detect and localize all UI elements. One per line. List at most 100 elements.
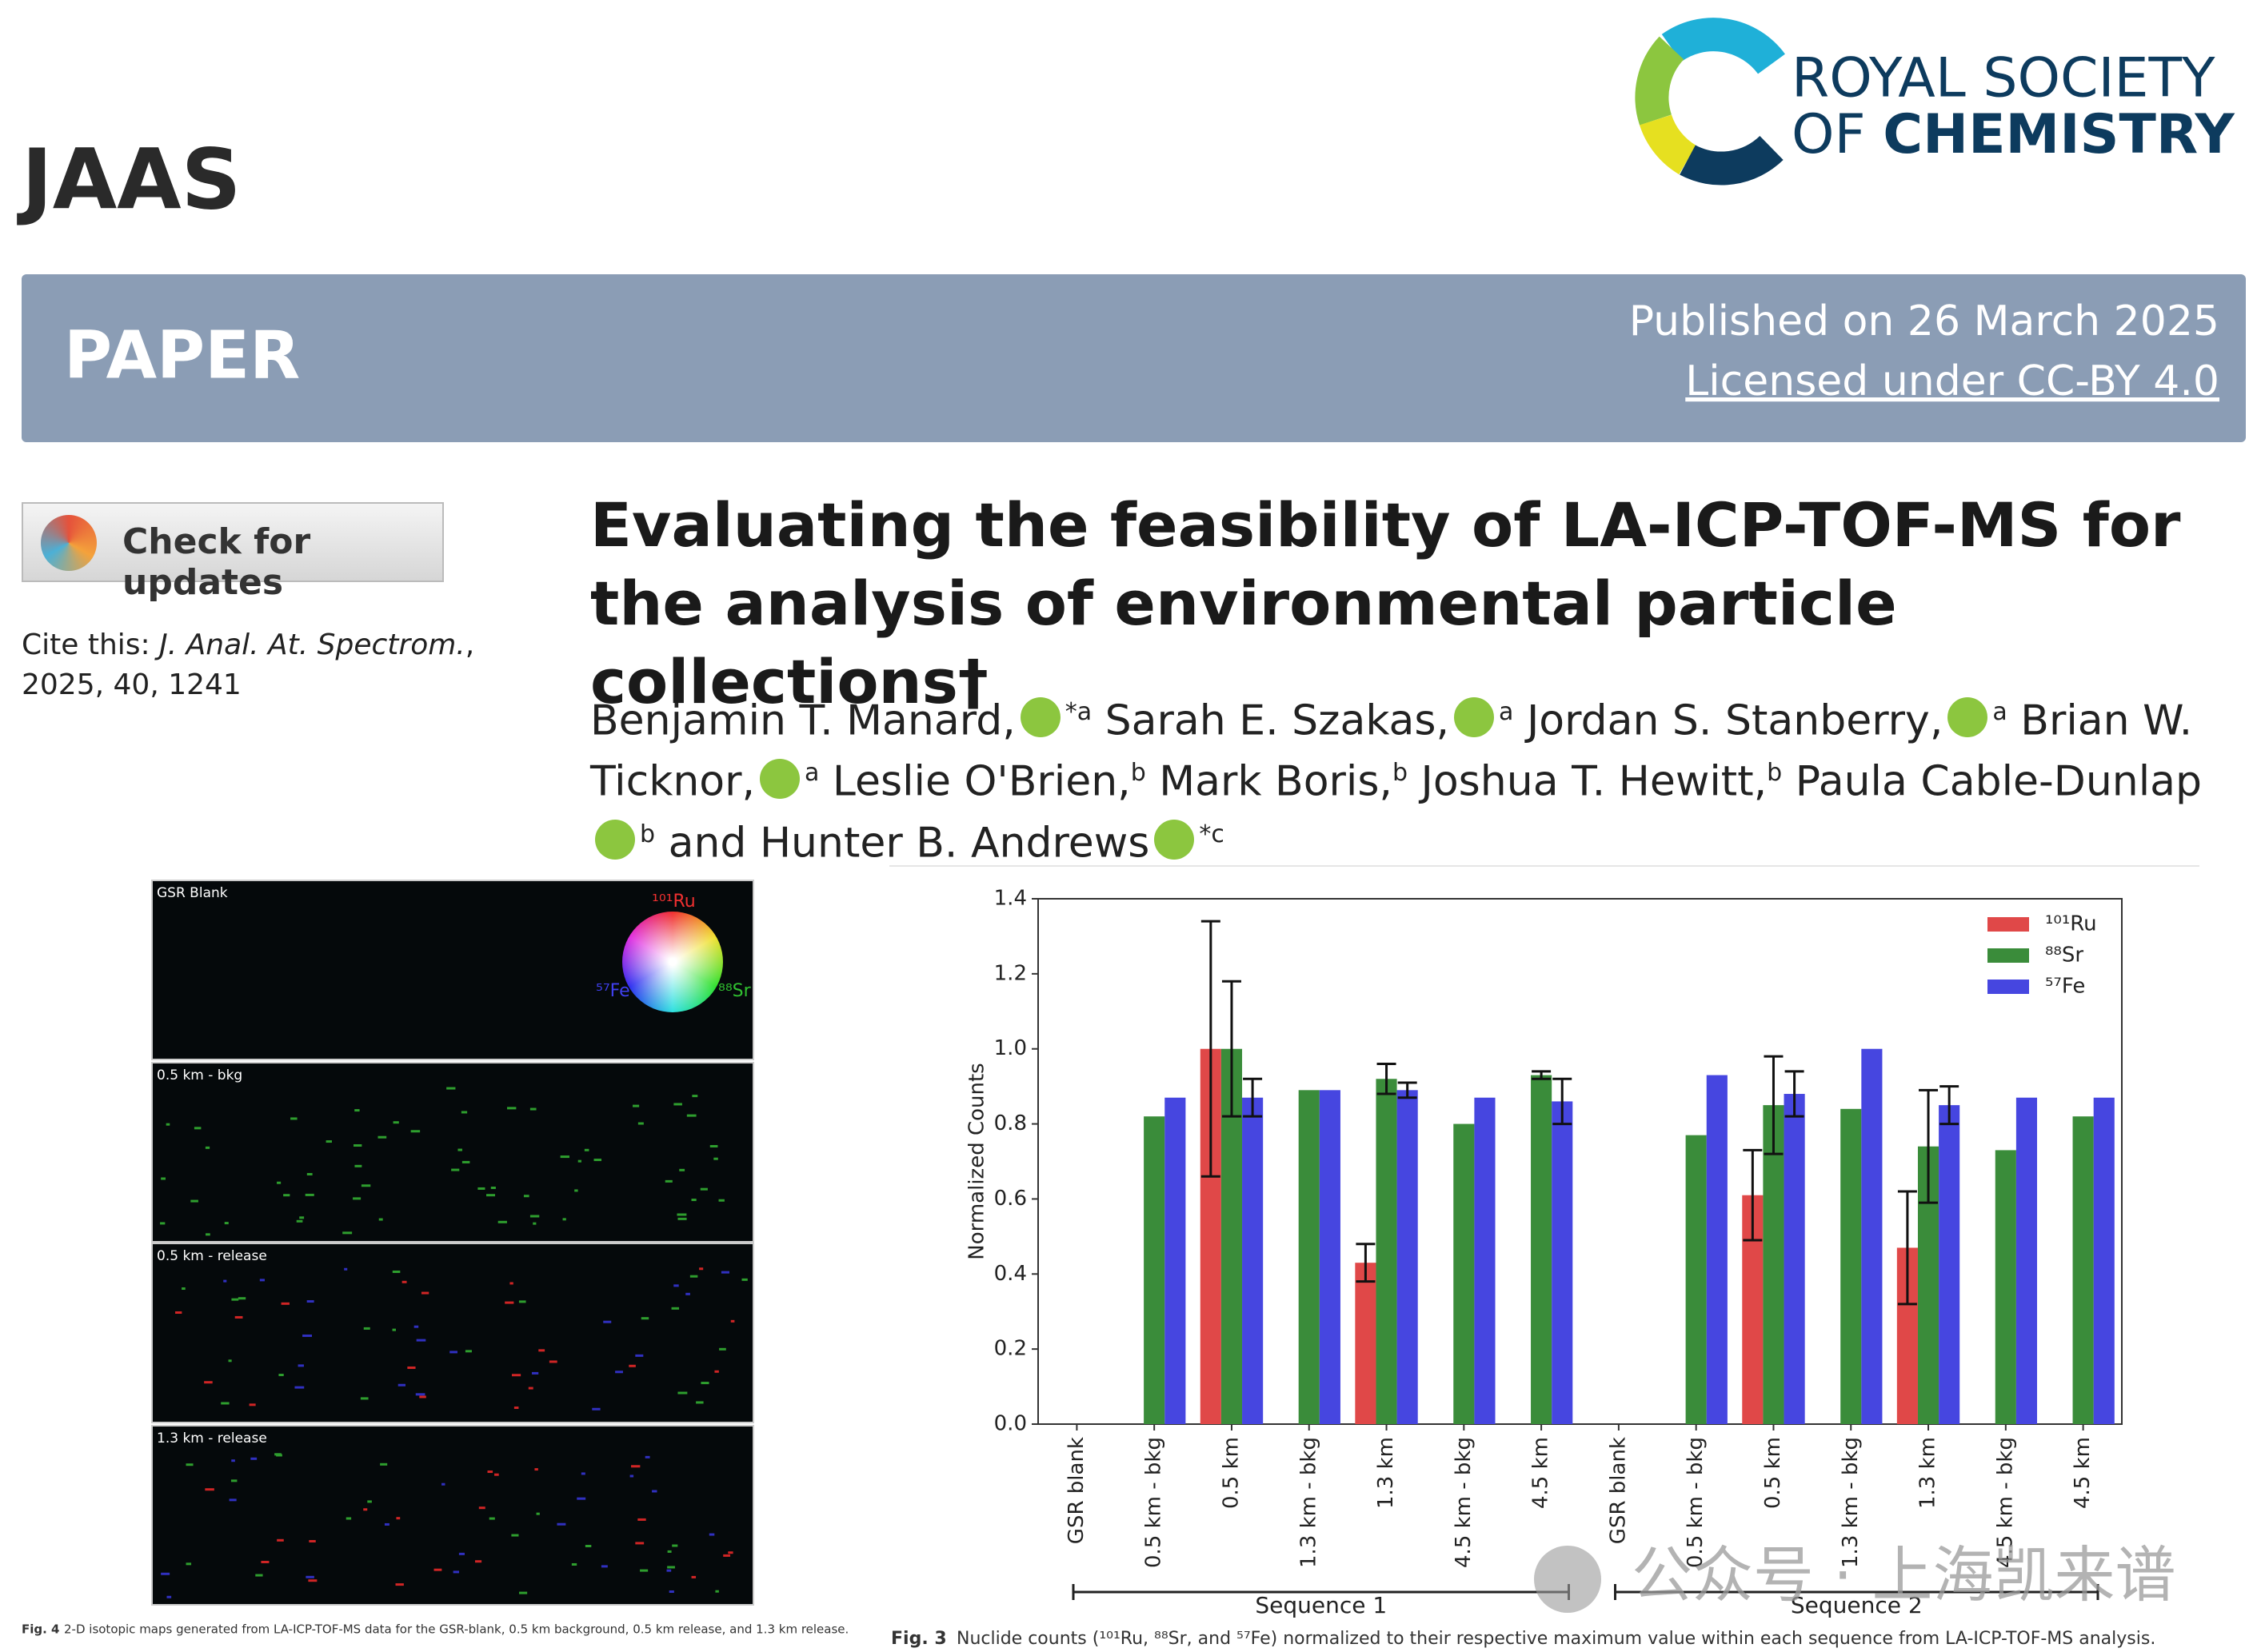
map-pixel bbox=[161, 1177, 166, 1180]
author-name: Brian W. Ticknor, bbox=[590, 696, 2193, 806]
author-name: Benjamin T. Manard, bbox=[590, 696, 1016, 745]
y-tick-label: 1.4 bbox=[994, 887, 1027, 911]
map-pixel bbox=[728, 1551, 733, 1554]
map-panel bbox=[151, 1243, 754, 1423]
map-pixel bbox=[281, 1302, 290, 1305]
map-pixel bbox=[449, 1351, 457, 1354]
affiliation: a bbox=[1992, 698, 2007, 726]
caption: Nuclide counts (¹⁰¹Ru, ⁸⁸Sr, and ⁵⁷Fe) n… bbox=[957, 1629, 2155, 1649]
bar bbox=[1355, 1263, 1376, 1424]
map-pixel bbox=[494, 1473, 499, 1476]
map-pixel bbox=[380, 1462, 388, 1466]
map-pixel bbox=[274, 1453, 282, 1456]
y-tick-label: 0.8 bbox=[994, 1111, 1027, 1135]
map-pixel bbox=[603, 1320, 612, 1323]
map-pixel bbox=[367, 1500, 372, 1503]
map-pixel bbox=[511, 1374, 521, 1377]
map-pixel bbox=[363, 1508, 368, 1511]
author-name: Sarah E. Szakas, bbox=[1105, 696, 1450, 745]
map-pixel bbox=[354, 1109, 360, 1112]
publisher: OF CHEMISTRY bbox=[1792, 103, 2235, 166]
map-pixel bbox=[523, 1195, 529, 1198]
map-pixel bbox=[562, 1218, 566, 1221]
map-pixel bbox=[529, 1107, 537, 1111]
affiliation: *a bbox=[1065, 698, 1093, 726]
map-pixel bbox=[396, 1517, 401, 1520]
bar bbox=[1939, 1105, 1960, 1424]
check-updates-label[interactable]: Check for updates bbox=[122, 521, 311, 603]
map-pixel bbox=[585, 1544, 592, 1547]
panel-label: GSR Blank bbox=[157, 885, 228, 901]
map-pixel bbox=[669, 1590, 674, 1594]
x-tick-label: GSR blank bbox=[1065, 1437, 1089, 1544]
legend-swatch bbox=[1987, 980, 2029, 994]
group-label: Sequence 1 bbox=[1255, 1592, 1387, 1618]
author-name: Paula Cable-Dunlap bbox=[1795, 757, 2203, 806]
map-pixel bbox=[534, 1468, 538, 1471]
x-tick-label: 1.3 km - bkg bbox=[1296, 1437, 1320, 1568]
affiliation: b bbox=[1767, 759, 1783, 788]
logo-arc bbox=[1661, 18, 1785, 75]
error-bar bbox=[1356, 1243, 1376, 1283]
bar bbox=[1319, 1090, 1340, 1424]
map-pixel bbox=[667, 1566, 675, 1569]
author-name: Joshua T. Hewitt, bbox=[1420, 757, 1768, 806]
map-pixel bbox=[461, 1111, 468, 1114]
map-pixel bbox=[229, 1498, 237, 1502]
map-pixel bbox=[497, 1220, 507, 1223]
map-pixel bbox=[571, 1562, 577, 1566]
map-pixel bbox=[261, 1560, 270, 1563]
map-pixel bbox=[186, 1562, 192, 1566]
orcid-icon bbox=[595, 819, 635, 860]
map-pixel bbox=[601, 1565, 608, 1568]
group-label: Sequence 2 bbox=[1791, 1592, 1923, 1618]
map-pixel bbox=[679, 1168, 685, 1171]
map-pixel bbox=[377, 1135, 387, 1139]
map-pixel bbox=[378, 1218, 383, 1221]
map-panel bbox=[151, 1062, 754, 1243]
bar bbox=[1995, 1150, 2016, 1424]
error-bar bbox=[1200, 920, 1220, 1178]
map-pixel bbox=[560, 1155, 570, 1159]
map-pixel bbox=[640, 1569, 649, 1572]
map-pixel bbox=[652, 1490, 657, 1493]
map-pixel bbox=[224, 1222, 229, 1225]
map-pixel bbox=[577, 1159, 581, 1163]
map-pixel bbox=[536, 1512, 540, 1515]
map-pixel bbox=[205, 1488, 214, 1491]
map-pixel bbox=[175, 1311, 182, 1314]
map-pixel bbox=[306, 1575, 314, 1578]
error-bar bbox=[1376, 1062, 1396, 1095]
orcid-icon bbox=[1947, 697, 1988, 738]
map-pixel bbox=[305, 1193, 314, 1196]
legend-label: ¹⁰¹Ru bbox=[2045, 912, 2097, 936]
cite-journal: J. Anal. At. Spectrom. bbox=[159, 628, 465, 661]
license-link[interactable]: Licensed under CC-BY 4.0 bbox=[1685, 357, 2219, 405]
error-bar bbox=[1743, 1148, 1763, 1242]
check-updates[interactable]: Check for updates bbox=[22, 502, 444, 603]
bar bbox=[1531, 1075, 1552, 1424]
map-pixel bbox=[353, 1197, 362, 1200]
x-tick-label: GSR blank bbox=[1606, 1437, 1630, 1544]
map-pixel bbox=[342, 1231, 353, 1235]
map-pixel bbox=[671, 1307, 680, 1310]
error-bar bbox=[1939, 1085, 1959, 1126]
map-pixel bbox=[299, 1216, 305, 1219]
map-pixel bbox=[699, 1267, 704, 1271]
map-pixel bbox=[629, 1364, 636, 1367]
map-pixel bbox=[533, 1222, 537, 1225]
map-pixel bbox=[696, 1401, 704, 1404]
map-pixel bbox=[584, 1148, 589, 1151]
cite-details: , 2025, 40, 1241 bbox=[22, 628, 475, 701]
x-tick-label: 4.5 km - bkg bbox=[1993, 1437, 2017, 1568]
map-pixel bbox=[230, 1479, 238, 1482]
map-pixel bbox=[489, 1517, 495, 1520]
map-pixel bbox=[715, 1590, 719, 1593]
rsc-logo bbox=[1635, 18, 1785, 186]
map-pixel bbox=[166, 1123, 170, 1126]
map-pixel bbox=[507, 1107, 517, 1110]
error-bar bbox=[1221, 980, 1241, 1118]
error-bar bbox=[1397, 1081, 1417, 1099]
affiliation: b bbox=[1130, 759, 1146, 788]
